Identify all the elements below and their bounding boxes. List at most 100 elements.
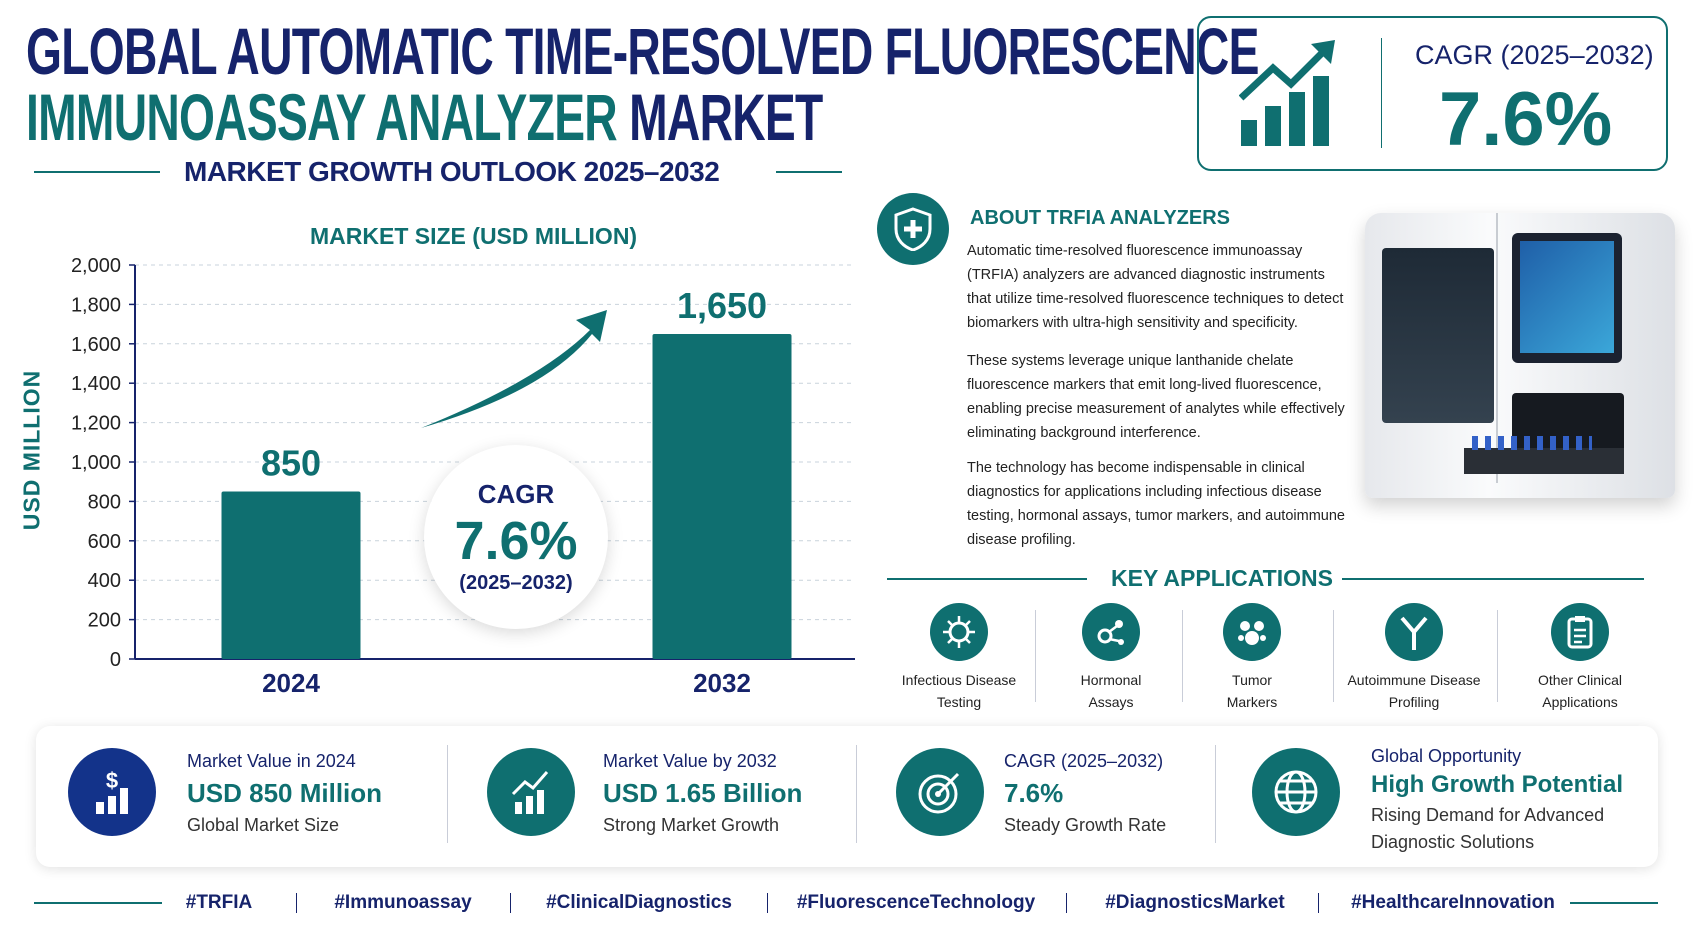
- cagr-circle-label: CAGR: [477, 479, 555, 509]
- application-label: Other Clinical: [1537, 672, 1623, 688]
- cagr-circle: CAGR 7.6% (2025–2032): [424, 445, 608, 629]
- divider: [856, 745, 857, 843]
- about-title: ABOUT TRFIA ANALYZERS: [970, 207, 1230, 229]
- application-label: Profiling: [1388, 694, 1440, 710]
- stat-label: Global Opportunity: [1371, 746, 1522, 766]
- divider: [1342, 578, 1644, 580]
- divider: [34, 902, 162, 904]
- stat-block: CAGR (2025–2032) 7.6% Steady Growth Rate: [1004, 751, 1166, 836]
- about-paragraph: Automatic time-resolved fluorescence imm…: [967, 243, 1344, 331]
- y-tick-label: 1,200: [71, 413, 121, 435]
- application-label: Assays: [1088, 694, 1134, 710]
- x-tick-label: 2032: [693, 668, 751, 698]
- divider: [510, 893, 511, 913]
- stat-block: Global Opportunity High Growth Potential…: [1371, 746, 1623, 853]
- hashtag-link[interactable]: #DiagnosticsMarket: [1105, 892, 1285, 913]
- divider: [887, 578, 1087, 580]
- bar: [652, 333, 792, 659]
- about-paragraph: The technology has become indispensable …: [967, 460, 1345, 548]
- shield-plus-icon: [877, 193, 949, 265]
- application-item: Tumor Markers: [1177, 603, 1327, 713]
- application-item: Hormonal Assays: [1036, 603, 1186, 713]
- target-icon: [896, 748, 984, 836]
- cagr-value: 7.6%: [1439, 77, 1613, 162]
- divider: [1035, 610, 1036, 702]
- growth-arrow-icon: [421, 310, 607, 428]
- dollar-chart-icon: $: [68, 748, 156, 836]
- y-tick-label: 1,000: [71, 452, 121, 474]
- growth-chart-icon: [487, 748, 575, 836]
- divider: [1381, 38, 1382, 148]
- stat-caption: Rising Demand for Advanced: [1371, 805, 1605, 825]
- stat-value: 7.6%: [1004, 778, 1064, 808]
- cells-icon: [1223, 603, 1281, 661]
- application-item: Autoimmune Disease Profiling: [1339, 603, 1489, 713]
- hashtag-link[interactable]: #HealthcareInnovation: [1351, 892, 1555, 913]
- y-tick-label: 2,000: [71, 255, 121, 277]
- application-label: Infectious Disease: [901, 672, 1017, 688]
- hashtag-link[interactable]: #Immunoassay: [334, 892, 472, 913]
- hashtag-link[interactable]: #FluorescenceTechnology: [796, 892, 1036, 913]
- stat-label: Market Value by 2032: [603, 751, 777, 771]
- divider: [767, 893, 768, 913]
- y-tick-label: 200: [88, 610, 121, 632]
- analyzer-machine-image: [1360, 208, 1678, 508]
- applications-title: KEY APPLICATIONS: [1111, 565, 1333, 591]
- divider: [1570, 902, 1658, 904]
- divider: [34, 171, 160, 173]
- divider: [1318, 893, 1319, 913]
- antibody-icon: [1385, 603, 1443, 661]
- bar: [221, 491, 361, 659]
- molecule-icon: [1082, 603, 1140, 661]
- title-line-2: IMMUNOASSAY ANALYZER MARKET: [26, 84, 823, 150]
- y-tick-label: 0: [110, 649, 121, 671]
- title-line-1: GLOBAL AUTOMATIC TIME-RESOLVED FLUORESCE…: [26, 14, 1259, 88]
- data-label: 850: [261, 443, 321, 484]
- cagr-circle-period: (2025–2032): [459, 572, 573, 594]
- clipboard-icon: [1551, 603, 1609, 661]
- application-label: Autoimmune Disease: [1347, 672, 1481, 688]
- application-item: Infectious Disease Testing: [884, 603, 1034, 713]
- y-tick-label: 1,400: [71, 373, 121, 395]
- stat-caption: Diagnostic Solutions: [1371, 832, 1535, 852]
- x-tick-label: 2024: [262, 668, 320, 698]
- chart-title: MARKET SIZE (USD MILLION): [310, 223, 638, 249]
- y-tick-label: 800: [88, 491, 121, 513]
- about-paragraph: These systems leverage unique lanthanide…: [967, 353, 1345, 441]
- divider: [776, 171, 842, 173]
- y-tick-label: 400: [88, 570, 121, 592]
- cagr-circle-value: 7.6%: [454, 511, 578, 571]
- stat-block: Market Value in 2024 USD 850 Million Glo…: [187, 751, 382, 836]
- stat-caption: Steady Growth Rate: [1004, 815, 1167, 835]
- application-label: Testing: [936, 694, 982, 710]
- virus-icon: [930, 603, 988, 661]
- stat-value: USD 850 Million: [187, 778, 383, 808]
- y-tick-label: 1,800: [71, 294, 121, 316]
- title-line-2b: MARKET: [629, 80, 823, 154]
- title-line-2a: IMMUNOASSAY ANALYZER: [26, 80, 618, 154]
- globe-icon: [1252, 748, 1340, 836]
- subtitle: MARKET GROWTH OUTLOOK 2025–2032: [184, 156, 720, 187]
- hashtag-link[interactable]: #TRFIA: [185, 892, 253, 913]
- divider: [1215, 745, 1216, 843]
- y-tick-label: 1,600: [71, 334, 121, 356]
- stat-caption: Strong Market Growth: [603, 815, 780, 835]
- application-label: Hormonal: [1080, 672, 1142, 688]
- stat-label: Market Value in 2024: [187, 751, 356, 771]
- application-label: Applications: [1542, 694, 1618, 710]
- cagr-box: CAGR (2025–2032) 7.6%: [1197, 16, 1668, 171]
- application-item: Other Clinical Applications: [1505, 603, 1655, 713]
- svg-text:$: $: [106, 768, 118, 793]
- bar-chart: 0 200 400 600 800 1,000 1,200 1,400 1,600 1,800 2,…: [71, 255, 855, 698]
- data-label: 1,650: [677, 285, 767, 326]
- growth-chart-icon: [1239, 40, 1335, 146]
- divider: [296, 893, 297, 913]
- stat-block: Market Value by 2032 USD 1.65 Billion St…: [603, 751, 802, 836]
- stat-value: High Growth Potential: [1371, 771, 1623, 798]
- application-label: Markers: [1226, 694, 1278, 710]
- divider: [1181, 610, 1183, 702]
- hashtag-link[interactable]: #ClinicalDiagnostics: [546, 892, 732, 913]
- stat-label: CAGR (2025–2032): [1004, 751, 1164, 771]
- divider: [1333, 610, 1334, 702]
- divider: [1497, 610, 1498, 702]
